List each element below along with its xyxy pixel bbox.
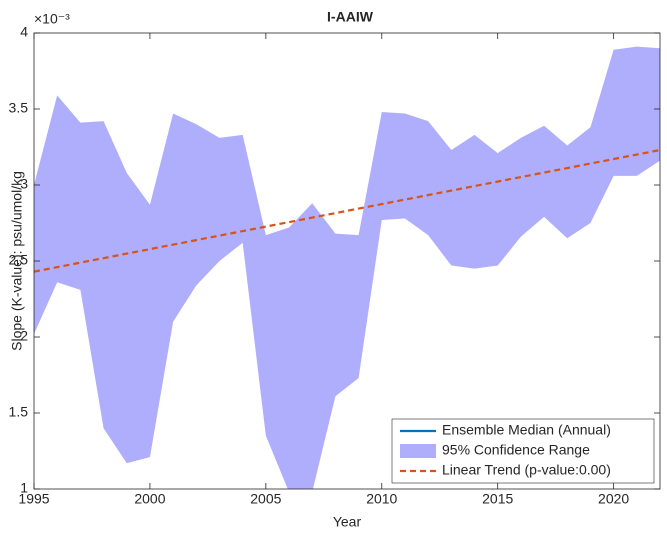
legend-label: 95% Confidence Range [442,442,590,458]
y-tick-label: 1.5 [9,404,29,420]
y-tick-label: 3.5 [9,100,29,116]
y-tick-label: 4 [20,24,28,40]
x-tick-label: 2015 [482,491,513,507]
y-multiplier: ×10⁻³ [34,11,70,27]
trend-line [34,148,660,273]
x-tick-label: 2020 [598,491,629,507]
chart-title: I-AAIW [327,9,374,25]
y-tick-label: 1 [20,480,28,496]
x-tick-label: 2010 [366,491,397,507]
y-tick-label: 2 [20,328,28,344]
y-axis-label: Slope (K-value): psu/umol/kg [9,171,25,351]
confidence-band [34,46,660,489]
y-tick-label: 3 [20,176,28,192]
x-tick-label: 2000 [134,491,165,507]
y-tick-label: 2.5 [9,252,29,268]
x-tick-label: 2005 [250,491,281,507]
legend-label: Ensemble Median (Annual) [442,422,611,438]
x-tick-label: 1995 [18,491,49,507]
legend-label: Linear Trend (p-value:0.00) [442,462,611,478]
data-layer [34,46,660,489]
legend-swatch [400,444,436,458]
x-axis-label: Year [333,514,362,530]
